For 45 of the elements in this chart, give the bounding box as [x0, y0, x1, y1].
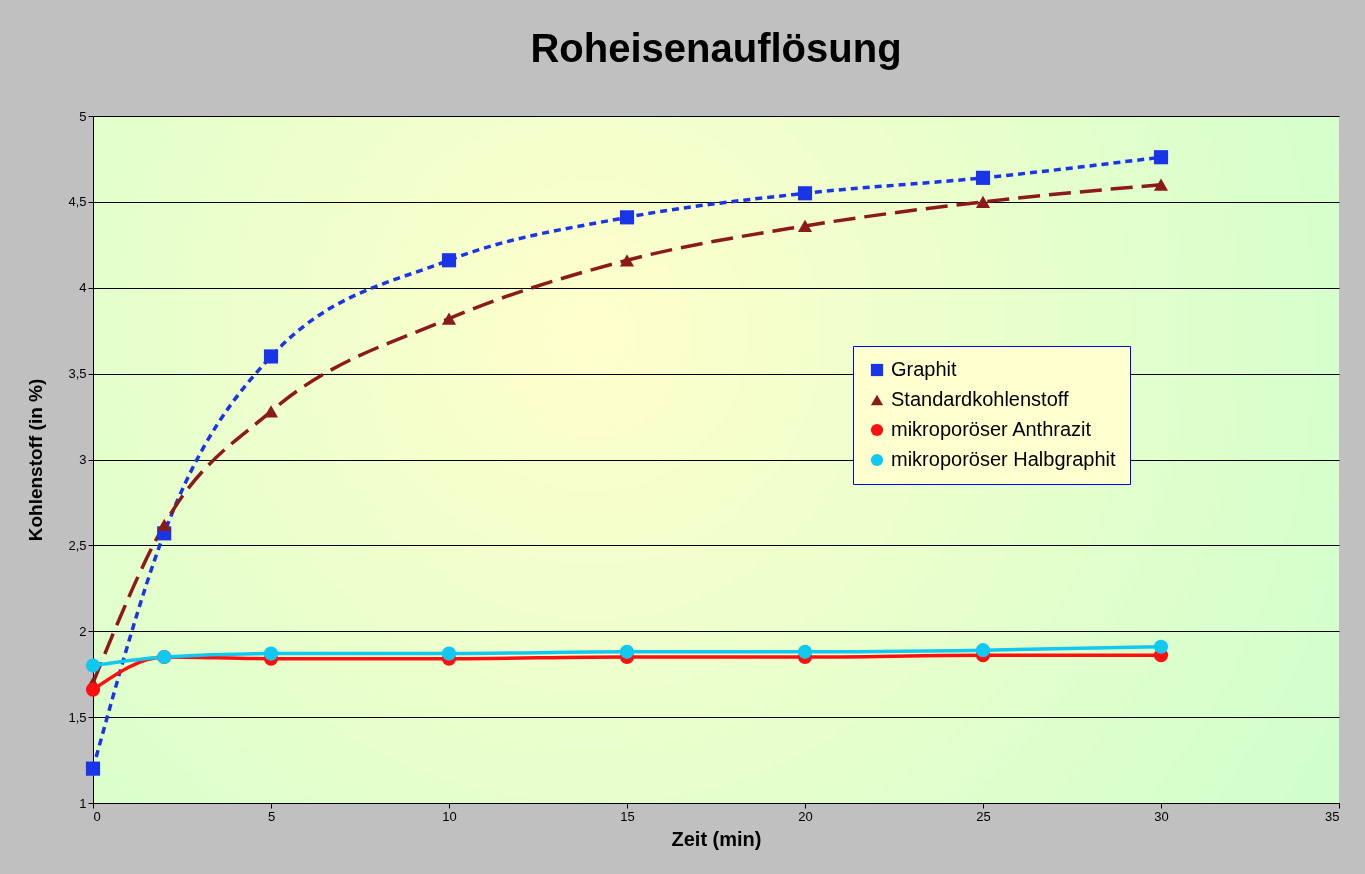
y-tick-label: 2 — [79, 623, 87, 639]
point — [1153, 150, 1169, 165]
point — [619, 254, 635, 267]
y-tick-label: 2,5 — [68, 537, 87, 553]
y-tick-label: 4 — [79, 280, 87, 296]
point — [441, 312, 457, 325]
y-tick-label: 5 — [79, 108, 87, 124]
y-tick-label: 1 — [79, 795, 87, 811]
point — [157, 518, 172, 531]
x-tick-label: 25 — [976, 808, 991, 824]
x-tick-label: 5 — [267, 808, 276, 824]
x-tick-label: 15 — [620, 808, 635, 824]
chart-title: Roheisenauflösung — [530, 26, 902, 70]
point — [263, 646, 279, 661]
x-tick-label: 30 — [1154, 808, 1169, 824]
point — [85, 761, 101, 776]
y-axis-title: Kohlenstoff (in %) — [25, 378, 47, 542]
point — [619, 644, 635, 659]
x-tick-label: 0 — [93, 808, 101, 824]
point — [797, 644, 813, 659]
point — [85, 658, 101, 673]
point — [1153, 639, 1169, 654]
point — [619, 210, 635, 225]
legend-label: mikroporöser Anthrazit — [891, 418, 1092, 440]
x-axis-title: Zeit (min) — [671, 827, 762, 850]
y-tick-label: 3,5 — [68, 366, 87, 382]
point — [975, 643, 991, 658]
point — [975, 195, 991, 208]
point — [975, 170, 991, 185]
point — [441, 253, 457, 268]
y-tick-label: 4,5 — [68, 194, 87, 210]
x-tick-label: 10 — [442, 808, 457, 824]
legend-label: Standardkohlenstoff — [891, 388, 1069, 410]
point — [263, 349, 279, 364]
point — [85, 682, 101, 697]
legend-label: mikroporöser Halbgraphit — [891, 448, 1116, 470]
legend-label: Graphit — [891, 358, 958, 380]
point — [797, 219, 813, 233]
x-tick-label: 20 — [798, 808, 813, 824]
y-tick-label: 3 — [79, 452, 87, 467]
point — [1153, 178, 1169, 191]
x-tick-label: 35 — [1325, 808, 1340, 824]
point — [797, 186, 813, 201]
point — [441, 646, 457, 661]
y-tick-label: 1,5 — [68, 709, 87, 725]
